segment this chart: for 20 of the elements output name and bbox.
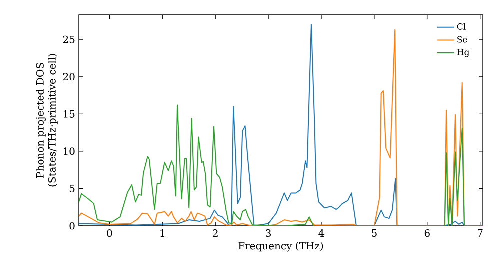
x-axis-title: Frequency (THz): [238, 242, 324, 252]
x-tick-label: 6: [424, 230, 430, 238]
legend-label: Se: [458, 36, 468, 43]
legend-label: Hg: [457, 49, 470, 58]
y-tick-label: 0: [70, 222, 75, 230]
x-tick-label: 7: [478, 230, 483, 237]
y-tick-label: 10: [64, 148, 75, 156]
line-series: [79, 104, 484, 226]
y-tick-label: 25: [63, 36, 75, 44]
y-axis-title: Phonon projected DOS (States/THz·primitive cell): [36, 54, 58, 187]
y-tick-label: 20: [63, 73, 75, 81]
x-tick-label: 1: [160, 230, 164, 237]
x-tick-label: 5: [372, 230, 377, 237]
x-tick-label: 4: [318, 230, 324, 237]
x-tick-label: 0: [107, 230, 112, 238]
y-tick-label: 5: [70, 184, 75, 192]
legend-label: Cl: [457, 23, 466, 30]
y-tick-label: 15: [64, 110, 75, 118]
x-tick-label: 3: [266, 230, 272, 238]
x-tick-label: 2: [213, 230, 218, 237]
